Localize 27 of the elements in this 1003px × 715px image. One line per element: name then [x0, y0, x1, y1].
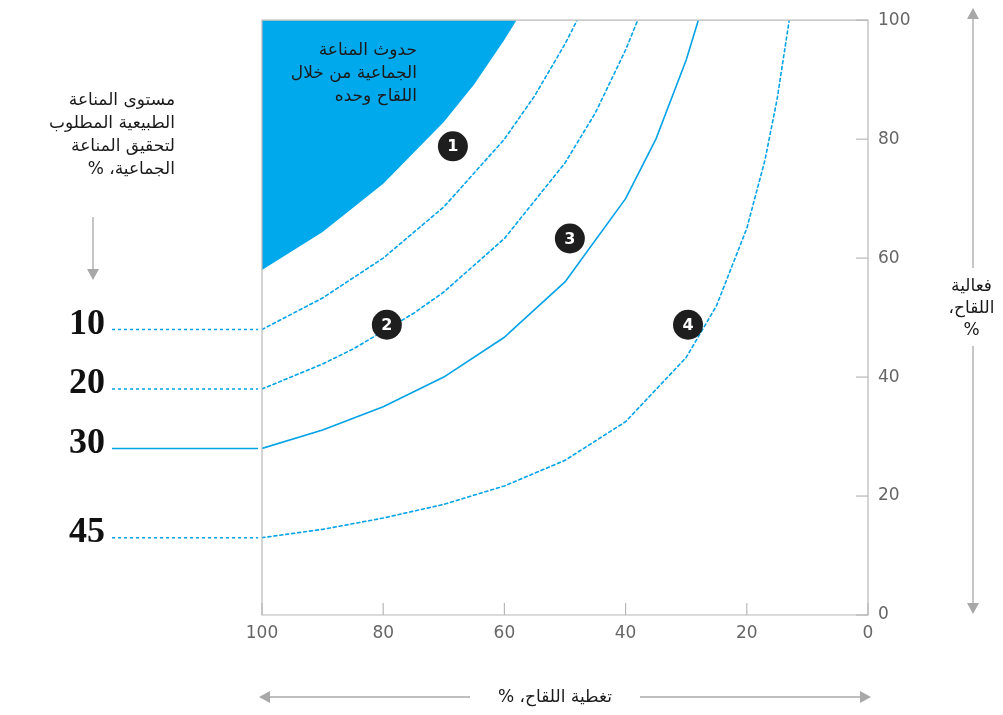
y-tick-label: 100: [878, 8, 911, 29]
annotation: 2: [381, 314, 393, 334]
legend-label: 30: [69, 420, 105, 461]
y-tick-label: 0: [878, 603, 889, 624]
annotation: 4: [682, 314, 694, 334]
legend-label: 45: [69, 509, 105, 550]
legend-label: 20: [69, 361, 105, 402]
x-tick-label: 100: [245, 621, 279, 642]
y-tick-label: 40: [878, 365, 900, 386]
x-axis-title: تغطية اللقاح، %: [470, 684, 640, 708]
x-tick-label: 60: [493, 621, 516, 642]
series-label: حدوث المناعة الجماعية من خلال اللقاح وحده: [290, 39, 417, 107]
line-series: [262, 20, 791, 539]
annotation: 3: [564, 228, 576, 248]
x-tick-label: 40: [614, 621, 637, 642]
y-tick-label: 80: [878, 127, 900, 148]
legend-label: 10: [69, 301, 105, 342]
line-series: [262, 20, 639, 390]
x-tick-label: 80: [372, 621, 395, 642]
x-tick-label: 20: [735, 621, 758, 642]
y-axis-title: فعالية اللقاح، %: [940, 268, 1003, 346]
y-tick-label: 20: [878, 484, 900, 505]
annotation: 1: [447, 136, 459, 156]
y-tick-label: 60: [878, 246, 900, 267]
legend-title: مستوى المناعة الطبيعية المطلوب لتحقيق المناعة الجماعية، %: [47, 88, 175, 180]
x-tick-label: 0: [862, 621, 874, 642]
line-series: [262, 20, 578, 331]
